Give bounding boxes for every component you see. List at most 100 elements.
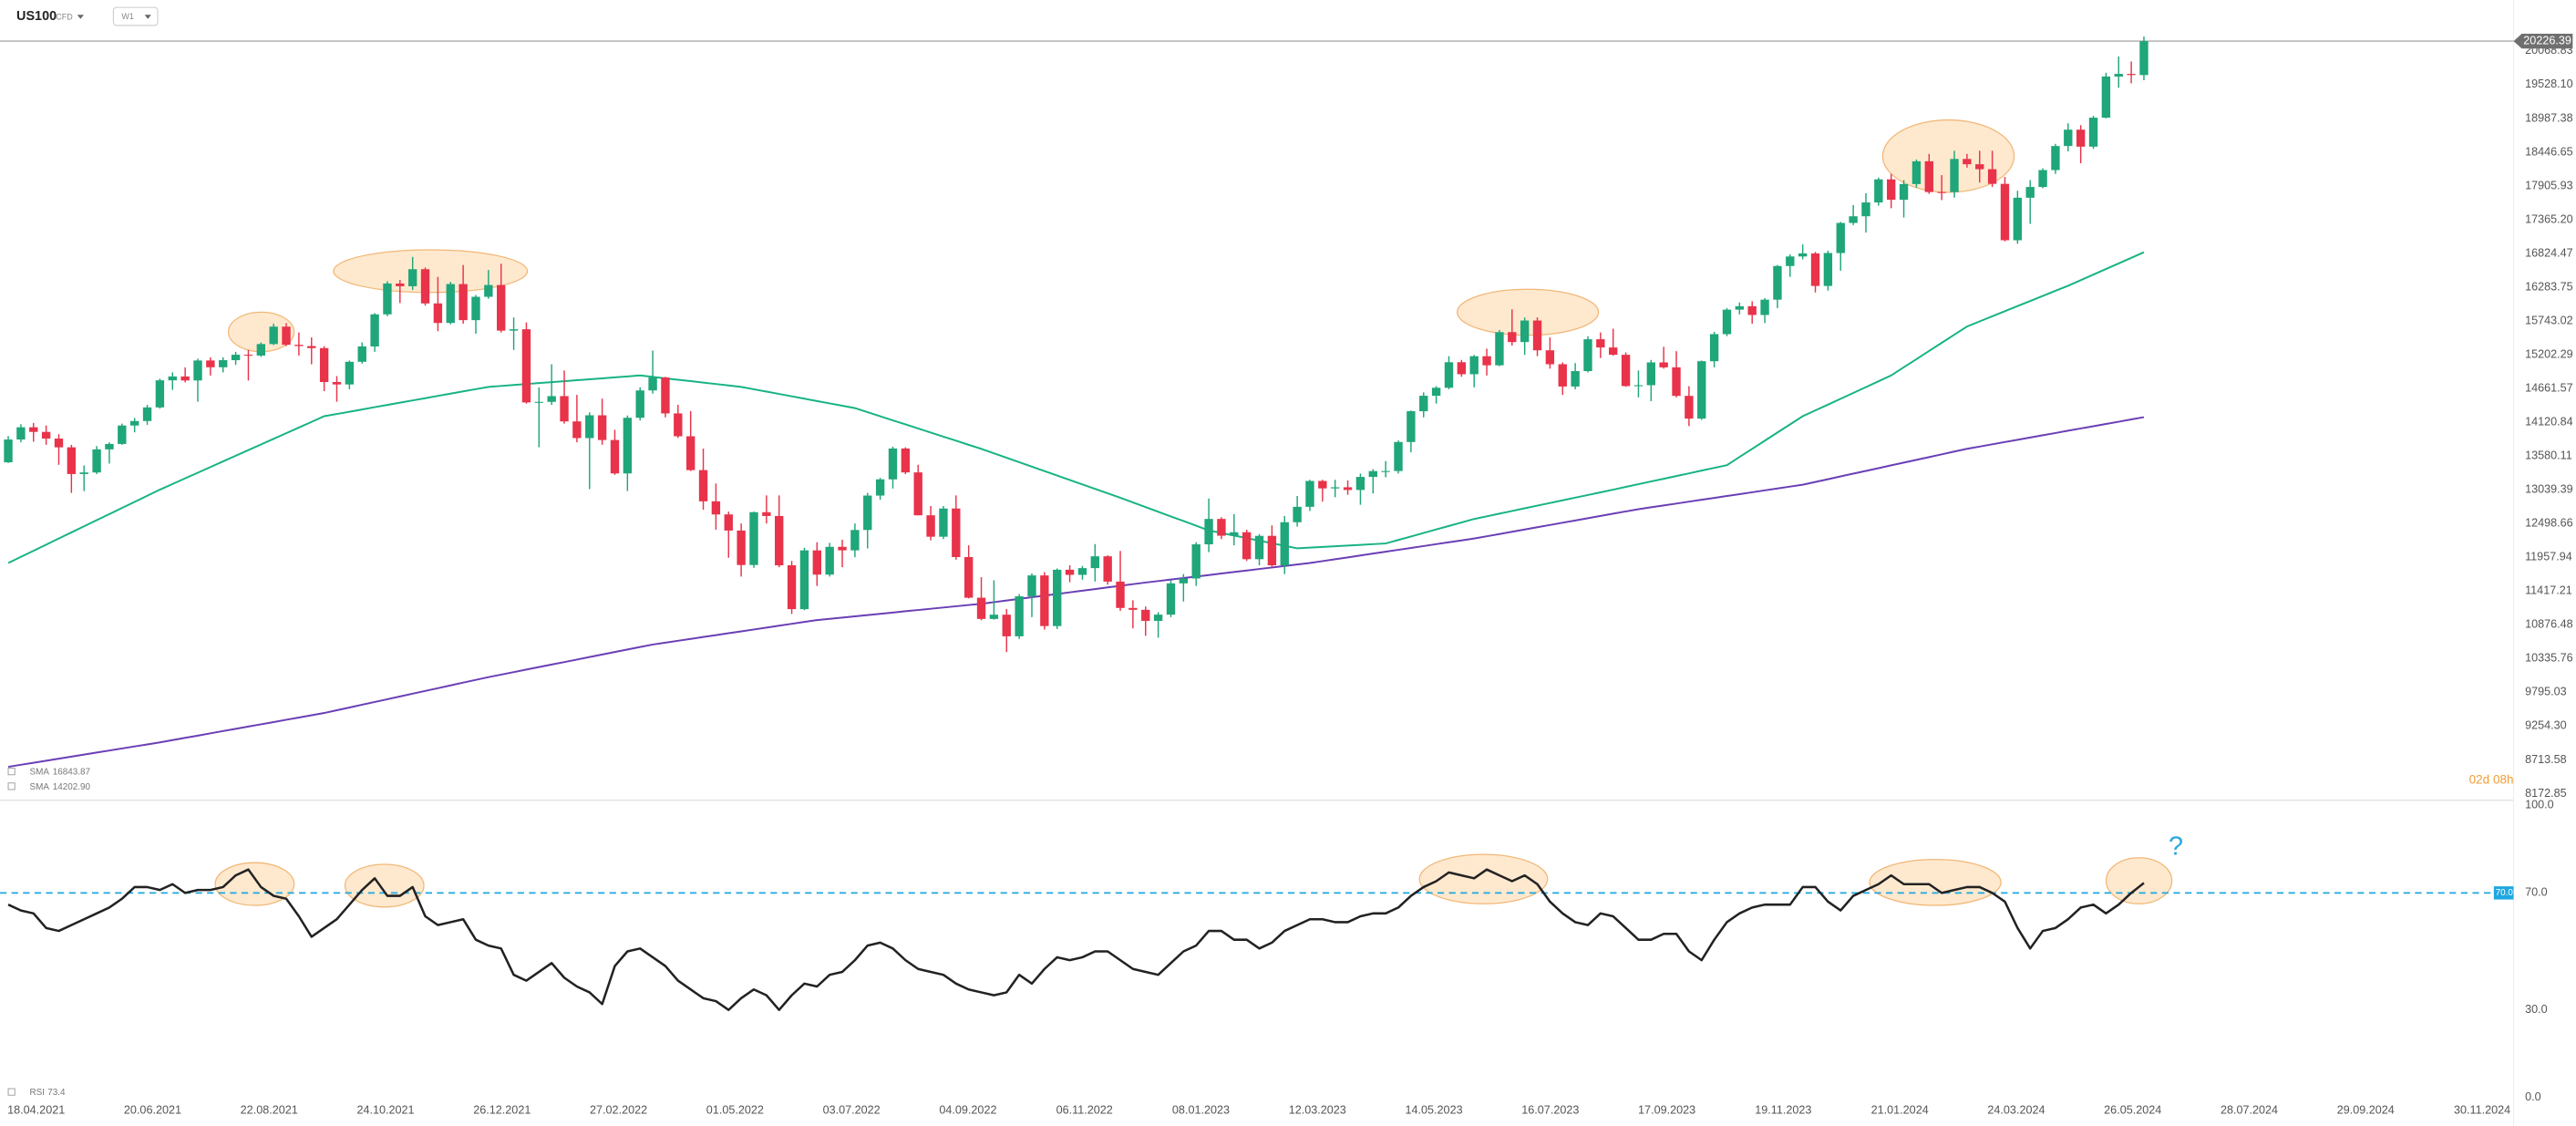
- candle-body: [674, 413, 683, 437]
- candle-body: [1217, 519, 1226, 536]
- candle-body: [1760, 299, 1769, 315]
- candle-body: [572, 421, 582, 439]
- candle-body: [129, 420, 139, 426]
- candle-body: [2139, 41, 2148, 76]
- highlight-ellipse: [333, 249, 529, 294]
- candle-body: [79, 472, 88, 474]
- y-tick-label: 14661.57: [2525, 381, 2573, 394]
- legend-name: RSI: [29, 1088, 45, 1098]
- dropdown-arrow[interactable]: [144, 15, 151, 19]
- candle-body: [901, 448, 911, 473]
- candle-body: [2013, 197, 2023, 241]
- candle-body: [1697, 361, 1706, 419]
- candle-body: [963, 556, 974, 598]
- y-tick-label: 10876.48: [2525, 618, 2573, 631]
- legend-name: SMA: [29, 768, 49, 778]
- x-tick-label: 19.11.2023: [1755, 1104, 1811, 1117]
- bar-timer: 02d 08h: [2469, 773, 2514, 787]
- candle-body: [155, 380, 165, 408]
- candle-body: [838, 546, 847, 551]
- candle-body: [433, 303, 443, 324]
- candle-body: [1053, 569, 1062, 626]
- timeframe[interactable]: W1: [121, 12, 134, 21]
- candle-body: [1090, 556, 1099, 569]
- legend-icon: [7, 768, 15, 776]
- x-tick-label: 28.07.2024: [2221, 1104, 2278, 1117]
- x-tick-label: 14.05.2023: [1405, 1104, 1462, 1117]
- candle-body: [534, 401, 543, 403]
- candle-body: [345, 361, 355, 385]
- candle-body: [1558, 364, 1567, 387]
- candle-body: [1230, 532, 1239, 536]
- y-tick-label: 19528.10: [2525, 77, 2573, 90]
- candle-body: [16, 427, 26, 440]
- candle-body: [976, 597, 986, 619]
- candle-body: [2114, 74, 2123, 77]
- candle-body: [1911, 160, 1922, 184]
- candle-body: [1305, 480, 1314, 507]
- candle-body: [243, 355, 253, 356]
- candle-body: [812, 550, 821, 575]
- candle-body: [206, 360, 215, 367]
- candle-body: [989, 615, 999, 619]
- candle-body: [597, 415, 607, 440]
- candle-body: [1343, 487, 1353, 491]
- candle-body: [1457, 362, 1467, 375]
- candle-body: [1532, 320, 1542, 351]
- candle-body: [92, 449, 101, 473]
- current-price: 20226.39: [2523, 34, 2571, 46]
- candle-body: [2076, 129, 2086, 147]
- candle-body: [1179, 578, 1189, 584]
- candle-body: [1773, 265, 1782, 300]
- candle-body: [459, 284, 468, 321]
- candle-body: [509, 329, 519, 331]
- x-tick-label: 29.09.2024: [2337, 1104, 2395, 1117]
- legend-value: 73.4: [47, 1088, 66, 1098]
- candle-body: [407, 269, 417, 286]
- candle-body: [661, 377, 670, 414]
- candle-body: [1331, 487, 1340, 489]
- candle-body: [623, 418, 633, 474]
- candle-body: [1571, 371, 1580, 387]
- symbol[interactable]: US100: [16, 9, 57, 24]
- highlight-ellipse: [2105, 857, 2173, 904]
- highlight-ellipse: [214, 862, 295, 906]
- candle-body: [1419, 396, 1428, 412]
- candle-body: [446, 284, 455, 324]
- x-tick-label: 08.01.2023: [1172, 1104, 1230, 1117]
- candle-body: [1368, 470, 1377, 478]
- candle-body: [1495, 332, 1504, 366]
- timeframe-box[interactable]: [112, 6, 159, 26]
- candle-body: [2088, 118, 2098, 147]
- candle-body: [471, 296, 480, 321]
- x-tick-label: 16.07.2023: [1521, 1104, 1579, 1117]
- candle-body: [825, 546, 834, 575]
- toolbar: US100 CFD W1: [16, 6, 159, 26]
- y-tick-label: 18987.38: [2525, 111, 2573, 124]
- legend-value: 16843.87: [53, 768, 91, 778]
- x-tick-label: 27.02.2022: [590, 1104, 647, 1117]
- y-tick-label: 8172.85: [2525, 787, 2567, 800]
- candle-body: [1204, 519, 1213, 545]
- candle-body: [1621, 355, 1631, 387]
- candle-body: [863, 495, 872, 531]
- candle-body: [724, 514, 733, 531]
- candle-body: [118, 425, 127, 444]
- dropdown-arrow[interactable]: [77, 15, 84, 19]
- candle-body: [1583, 339, 1592, 372]
- y-tick-label: 18446.65: [2525, 145, 2573, 158]
- candle-body: [762, 511, 771, 516]
- rsi-tick-label: 30.0: [2525, 1003, 2548, 1016]
- candle-body: [4, 439, 13, 463]
- candle-body: [319, 347, 329, 382]
- candle-body: [142, 407, 152, 421]
- rsi-line: [7, 868, 2145, 1011]
- y-tick-label: 11957.94: [2525, 551, 2572, 563]
- y-tick-label: 13580.11: [2525, 449, 2572, 462]
- candle-body: [2025, 187, 2035, 198]
- candle-body: [1633, 385, 1643, 387]
- candle-body: [193, 360, 202, 381]
- candle-body: [2038, 170, 2047, 188]
- candle-body: [1444, 362, 1454, 388]
